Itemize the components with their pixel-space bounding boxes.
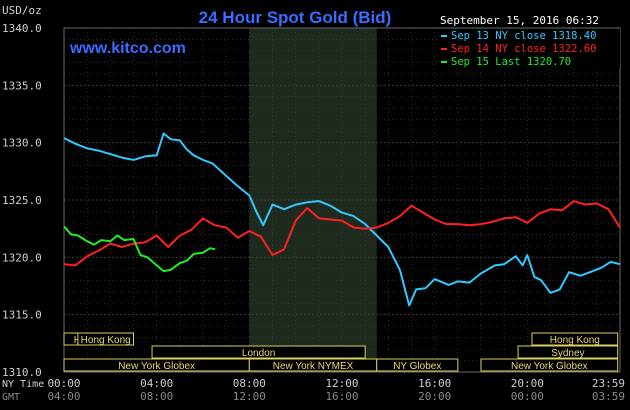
session-box — [376, 358, 459, 372]
y-tick-label: 1340.0 — [2, 22, 42, 35]
y-tick-label: 1325.0 — [2, 194, 42, 207]
session-label: Hong Kong — [81, 335, 131, 346]
session-label: Sydney — [551, 348, 584, 359]
session-box — [517, 345, 619, 359]
x-tick-label-gmt: 03:59 — [592, 390, 625, 403]
date-stamp: September 15, 2016 06:32 — [440, 14, 599, 27]
x-tick-label-ny: 12:00 — [325, 377, 358, 390]
x-tick-label-gmt: 08:00 — [140, 390, 173, 403]
session-label: New York Globex — [118, 361, 195, 372]
y-axis-unit: USD/oz — [2, 4, 42, 17]
x-axis-label-gmt: GMT — [2, 392, 20, 403]
x-tick-label-gmt: 12:00 — [233, 390, 266, 403]
session-box — [151, 345, 366, 359]
plot-frame — [63, 27, 621, 373]
x-axis-label-ny: NY Time — [2, 379, 44, 390]
session-box — [531, 332, 619, 346]
series-line-2 — [63, 200, 621, 267]
session-label: New York NYMEX — [273, 361, 354, 372]
x-tick-label-gmt: 16:00 — [325, 390, 358, 403]
site-watermark: www.kitco.com — [69, 40, 186, 57]
session-label: NY Globex — [393, 361, 441, 372]
y-tick-label: 1310.0 — [2, 366, 42, 379]
x-tick-label-gmt: 04:00 — [47, 390, 80, 403]
series-line-3 — [63, 225, 216, 273]
chart-title: 24 Hour Spot Gold (Bid) — [199, 8, 392, 27]
y-tick-label: 1330.0 — [2, 137, 42, 150]
session-label: New York Globex — [511, 361, 588, 372]
session-box — [480, 358, 619, 372]
session-box — [77, 332, 134, 346]
legend-box — [437, 29, 620, 67]
x-tick-label-ny: 08:00 — [233, 377, 266, 390]
x-tick-label-ny: 16:00 — [418, 377, 451, 390]
x-tick-label-ny: 20:00 — [511, 377, 544, 390]
legend-entry: Sep 14 NY close 1322.60 — [451, 43, 596, 55]
legend-entry: Sep 15 Last 1320.70 — [451, 56, 571, 68]
session-label: London — [242, 348, 275, 359]
x-tick-label-ny: 23:59 — [592, 377, 625, 390]
x-tick-label-ny: 04:00 — [140, 377, 173, 390]
x-tick-label-gmt: 20:00 — [418, 390, 451, 403]
x-tick-label-ny: 00:00 — [47, 377, 80, 390]
y-tick-label: 1315.0 — [2, 309, 42, 322]
series-line-1 — [63, 132, 621, 307]
y-tick-label: 1320.0 — [2, 251, 42, 264]
y-tick-label: 1335.0 — [2, 79, 42, 92]
legend-entry: Sep 13 NY close 1318.40 — [451, 30, 596, 42]
x-tick-label-gmt: 00:00 — [511, 390, 544, 403]
session-label: Hong Kong — [550, 335, 600, 346]
